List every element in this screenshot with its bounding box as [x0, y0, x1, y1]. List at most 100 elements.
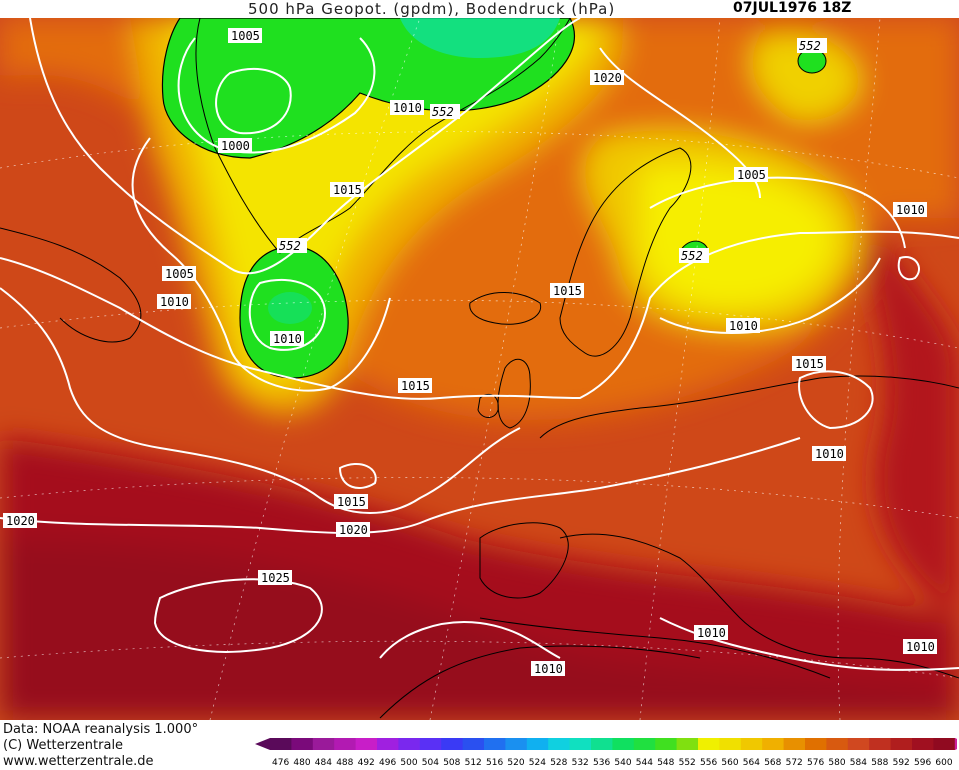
isobar-label: 1015 — [398, 378, 432, 393]
legend-swatch — [698, 738, 720, 750]
isobar-label: 552 — [430, 104, 460, 119]
legend-value: 504 — [422, 758, 439, 768]
isobar-label: 1000 — [218, 138, 252, 153]
isobar-label: 1005 — [228, 28, 262, 43]
legend-value: 576 — [807, 758, 824, 768]
legend-value: 520 — [507, 758, 524, 768]
legend-swatch — [526, 738, 549, 750]
svg-text:552: 552 — [681, 249, 703, 263]
legend-swatch — [398, 738, 421, 750]
svg-text:1010: 1010 — [906, 640, 935, 654]
legend-swatch — [676, 738, 699, 750]
legend-arrow-right — [954, 738, 957, 750]
legend-value: 500 — [400, 758, 417, 768]
isobar-label: 1010 — [812, 446, 846, 461]
legend-swatch — [377, 738, 399, 750]
legend-swatch — [847, 738, 870, 750]
legend-swatch — [591, 738, 613, 750]
legend-swatch — [890, 738, 913, 750]
legend-value: 540 — [614, 758, 631, 768]
legend-value: 572 — [786, 758, 803, 768]
svg-text:1015: 1015 — [401, 379, 430, 393]
legend-value: 524 — [529, 758, 546, 768]
legend-value: 488 — [336, 758, 353, 768]
legend-swatch — [569, 738, 592, 750]
svg-text:1010: 1010 — [729, 319, 758, 333]
legend-swatch — [805, 738, 827, 750]
legend-swatch — [719, 738, 742, 750]
legend-value: 552 — [679, 758, 696, 768]
isobar-label: 552 — [277, 238, 307, 253]
legend-swatch — [270, 738, 292, 750]
isobar-label: 1025 — [258, 570, 292, 585]
map-date: 07JUL1976 18Z — [733, 0, 852, 16]
legend-value: 532 — [572, 758, 589, 768]
legend-swatch — [912, 738, 934, 750]
isobar-labels: 1005 1000 1010 552 1020 552 1015 552 100… — [3, 28, 937, 676]
weather-map: 1005 1000 1010 552 1020 552 1015 552 100… — [0, 18, 959, 720]
svg-text:1005: 1005 — [737, 168, 766, 182]
footer-website[interactable]: www.wetterzentrale.de — [3, 754, 154, 769]
map-title: 500 hPa Geopot. (gpdm), Bodendruck (hPa) — [248, 0, 616, 18]
legend-swatch — [291, 738, 314, 750]
svg-text:1015: 1015 — [795, 357, 824, 371]
legend-value: 544 — [636, 758, 653, 768]
title-bar: 500 hPa Geopot. (gpdm), Bodendruck (hPa)… — [0, 0, 959, 18]
svg-text:1005: 1005 — [165, 267, 194, 281]
legend-swatch — [462, 738, 485, 750]
legend-value: 556 — [700, 758, 717, 768]
legend-value: 592 — [893, 758, 910, 768]
legend-arrow-left — [255, 738, 270, 750]
footer-data-source: Data: NOAA reanalysis 1.000° — [3, 722, 199, 737]
legend-swatch — [505, 738, 528, 750]
svg-text:1010: 1010 — [697, 626, 726, 640]
legend-swatch — [484, 738, 506, 750]
svg-text:1010: 1010 — [160, 295, 189, 309]
legend-value: 548 — [657, 758, 674, 768]
isobar-label: 1015 — [550, 283, 584, 298]
isobar-label: 1010 — [531, 661, 565, 676]
isobar-label: 1015 — [330, 182, 364, 197]
isobar-label: 1020 — [336, 522, 370, 537]
legend-swatch — [441, 738, 464, 750]
legend-swatch — [783, 738, 806, 750]
color-legend: 476 480 484 488 492 496 500 504 508 512 516 520 524 5… — [255, 738, 957, 768]
isobar-label: 1020 — [3, 513, 37, 528]
svg-text:1020: 1020 — [339, 523, 368, 537]
legend-swatch — [633, 738, 656, 750]
svg-text:1020: 1020 — [593, 71, 622, 85]
svg-text:1010: 1010 — [273, 332, 302, 346]
legend-value: 588 — [871, 758, 888, 768]
isobar-label: 552 — [679, 248, 709, 263]
legend-value: 512 — [465, 758, 482, 768]
geopotential-shading — [0, 18, 959, 720]
legend-swatch — [740, 738, 763, 750]
svg-text:552: 552 — [432, 105, 454, 119]
legend-value: 476 — [272, 758, 289, 768]
legend-value: 596 — [914, 758, 931, 768]
svg-text:1010: 1010 — [534, 662, 563, 676]
legend-value: 480 — [293, 758, 310, 768]
legend-swatch — [548, 738, 571, 750]
svg-text:1005: 1005 — [231, 29, 260, 43]
legend-swatch — [419, 738, 442, 750]
legend-swatch — [826, 738, 849, 750]
isobar-label: 1015 — [334, 494, 368, 509]
isobar-label: 1020 — [590, 70, 624, 85]
legend-value: 492 — [358, 758, 375, 768]
legend-value: 484 — [315, 758, 332, 768]
legend-swatch — [612, 738, 635, 750]
svg-text:1015: 1015 — [337, 495, 366, 509]
isobar-label: 1010 — [726, 318, 760, 333]
svg-text:1020: 1020 — [6, 514, 35, 528]
isobar-label: 1010 — [390, 100, 424, 115]
legend-value: 508 — [443, 758, 460, 768]
isobar-label: 1010 — [157, 294, 191, 309]
legend-value: 536 — [593, 758, 610, 768]
legend-swatch — [933, 738, 956, 750]
legend-swatch — [355, 738, 378, 750]
isobar-label: 1010 — [270, 331, 304, 346]
legend-value: 516 — [486, 758, 503, 768]
isobar-label: 1010 — [893, 202, 927, 217]
legend-swatch — [655, 738, 678, 750]
